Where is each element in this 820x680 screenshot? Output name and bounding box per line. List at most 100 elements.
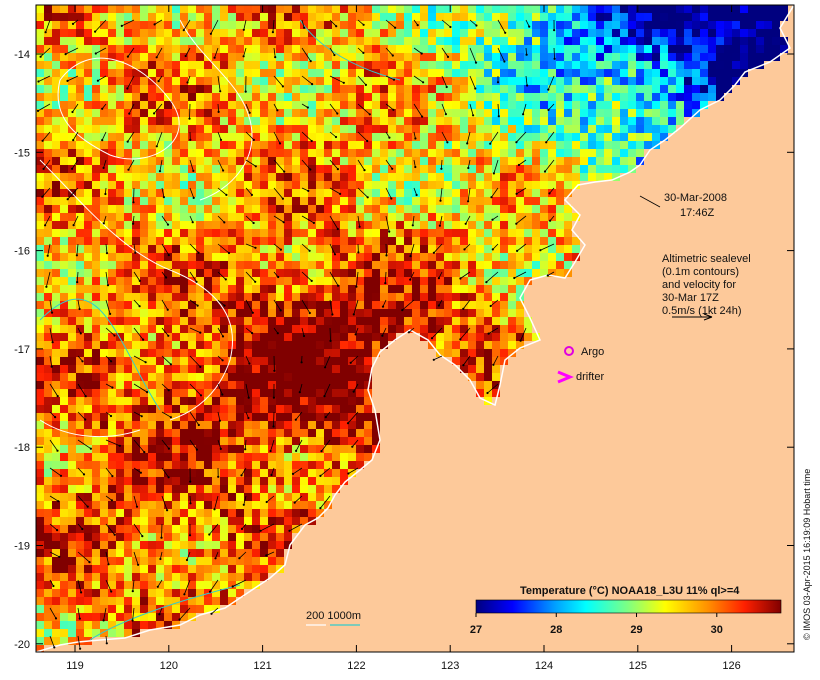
sst-cell — [548, 13, 556, 21]
sst-cell — [572, 93, 580, 101]
sst-cell — [292, 117, 300, 125]
velocity-arrow — [217, 131, 222, 141]
sst-cell — [60, 333, 68, 341]
sst-cell — [204, 109, 212, 117]
sst-cell — [380, 221, 388, 229]
sst-cell — [92, 189, 100, 197]
sst-cell — [540, 237, 548, 245]
arrow-head — [153, 23, 156, 26]
sst-cell — [60, 133, 68, 141]
sst-cell — [172, 213, 180, 221]
sst-cell — [708, 85, 716, 93]
sst-cell — [268, 421, 276, 429]
sst-cell — [148, 413, 156, 421]
sst-cell — [92, 381, 100, 389]
arrow-head — [189, 138, 192, 141]
sst-cell — [524, 133, 532, 141]
sst-cell — [236, 517, 244, 525]
sst-cell — [556, 85, 564, 93]
sst-cell — [172, 469, 180, 477]
sst-cell — [116, 309, 124, 317]
sst-cell — [356, 245, 364, 253]
sst-cell — [244, 229, 252, 237]
sst-cell — [484, 341, 492, 349]
sst-cell — [364, 213, 372, 221]
sst-cell — [404, 237, 412, 245]
sst-cell — [36, 189, 44, 197]
sst-cell — [268, 229, 276, 237]
sst-cell — [596, 77, 604, 85]
sst-cell — [100, 325, 108, 333]
sst-cell — [460, 213, 468, 221]
sst-cell — [156, 37, 164, 45]
sst-cell — [476, 317, 484, 325]
sst-cell — [636, 77, 644, 85]
arrow-head — [182, 29, 185, 32]
sst-cell — [460, 61, 468, 69]
sst-cell — [52, 77, 60, 85]
sst-cell — [260, 101, 268, 109]
sst-cell — [228, 149, 236, 157]
sst-cell — [684, 77, 692, 85]
velocity-arrow — [329, 75, 344, 84]
sst-cell — [340, 261, 348, 269]
sst-cell — [68, 493, 76, 501]
sst-cell — [468, 165, 476, 173]
sst-cell — [300, 5, 308, 13]
sst-cell — [132, 109, 140, 117]
sst-cell — [196, 149, 204, 157]
sst-cell — [76, 421, 84, 429]
sst-cell — [36, 413, 44, 421]
sst-cell — [84, 245, 92, 253]
sst-cell — [84, 357, 92, 365]
sst-cell — [708, 37, 716, 45]
sst-cell — [68, 197, 76, 205]
sst-cell — [300, 173, 308, 181]
sst-cell — [92, 485, 100, 493]
sst-cell — [268, 493, 276, 501]
sst-cell — [508, 29, 516, 37]
sst-cell — [36, 405, 44, 413]
sst-cell — [164, 269, 172, 277]
sst-cell — [236, 5, 244, 13]
sst-cell — [220, 61, 228, 69]
arrow-head — [76, 281, 79, 284]
sst-cell — [316, 293, 324, 301]
sst-cell — [196, 349, 204, 357]
arrow-head — [491, 248, 494, 251]
sst-cell — [236, 541, 244, 549]
sst-cell — [180, 213, 188, 221]
sst-cell — [340, 93, 348, 101]
sst-cell — [460, 269, 468, 277]
sst-cell — [172, 165, 180, 173]
sst-cell — [228, 493, 236, 501]
sst-cell — [124, 493, 132, 501]
sst-cell — [724, 37, 732, 45]
sst-cell — [148, 277, 156, 285]
sst-cell — [332, 421, 340, 429]
sst-cell — [140, 309, 148, 317]
sst-cell — [316, 149, 324, 157]
sst-cell — [604, 101, 612, 109]
sst-cell — [276, 293, 284, 301]
sst-cell — [396, 213, 404, 221]
sst-cell — [724, 69, 732, 77]
sst-cell — [436, 277, 444, 285]
sst-cell — [68, 5, 76, 13]
sst-cell — [276, 5, 284, 13]
sst-cell — [132, 389, 140, 397]
velocity-arrow — [245, 271, 256, 283]
sst-cell — [364, 37, 372, 45]
sst-cell — [372, 173, 380, 181]
sst-cell — [500, 117, 508, 125]
sst-cell — [492, 237, 500, 245]
sst-cell — [588, 29, 596, 37]
sst-cell — [260, 493, 268, 501]
sst-cell — [204, 453, 212, 461]
sst-cell — [244, 277, 252, 285]
arrow-head — [72, 139, 75, 142]
sst-cell — [764, 53, 772, 61]
sst-cell — [484, 101, 492, 109]
sst-cell — [148, 589, 156, 597]
sst-cell — [100, 421, 108, 429]
